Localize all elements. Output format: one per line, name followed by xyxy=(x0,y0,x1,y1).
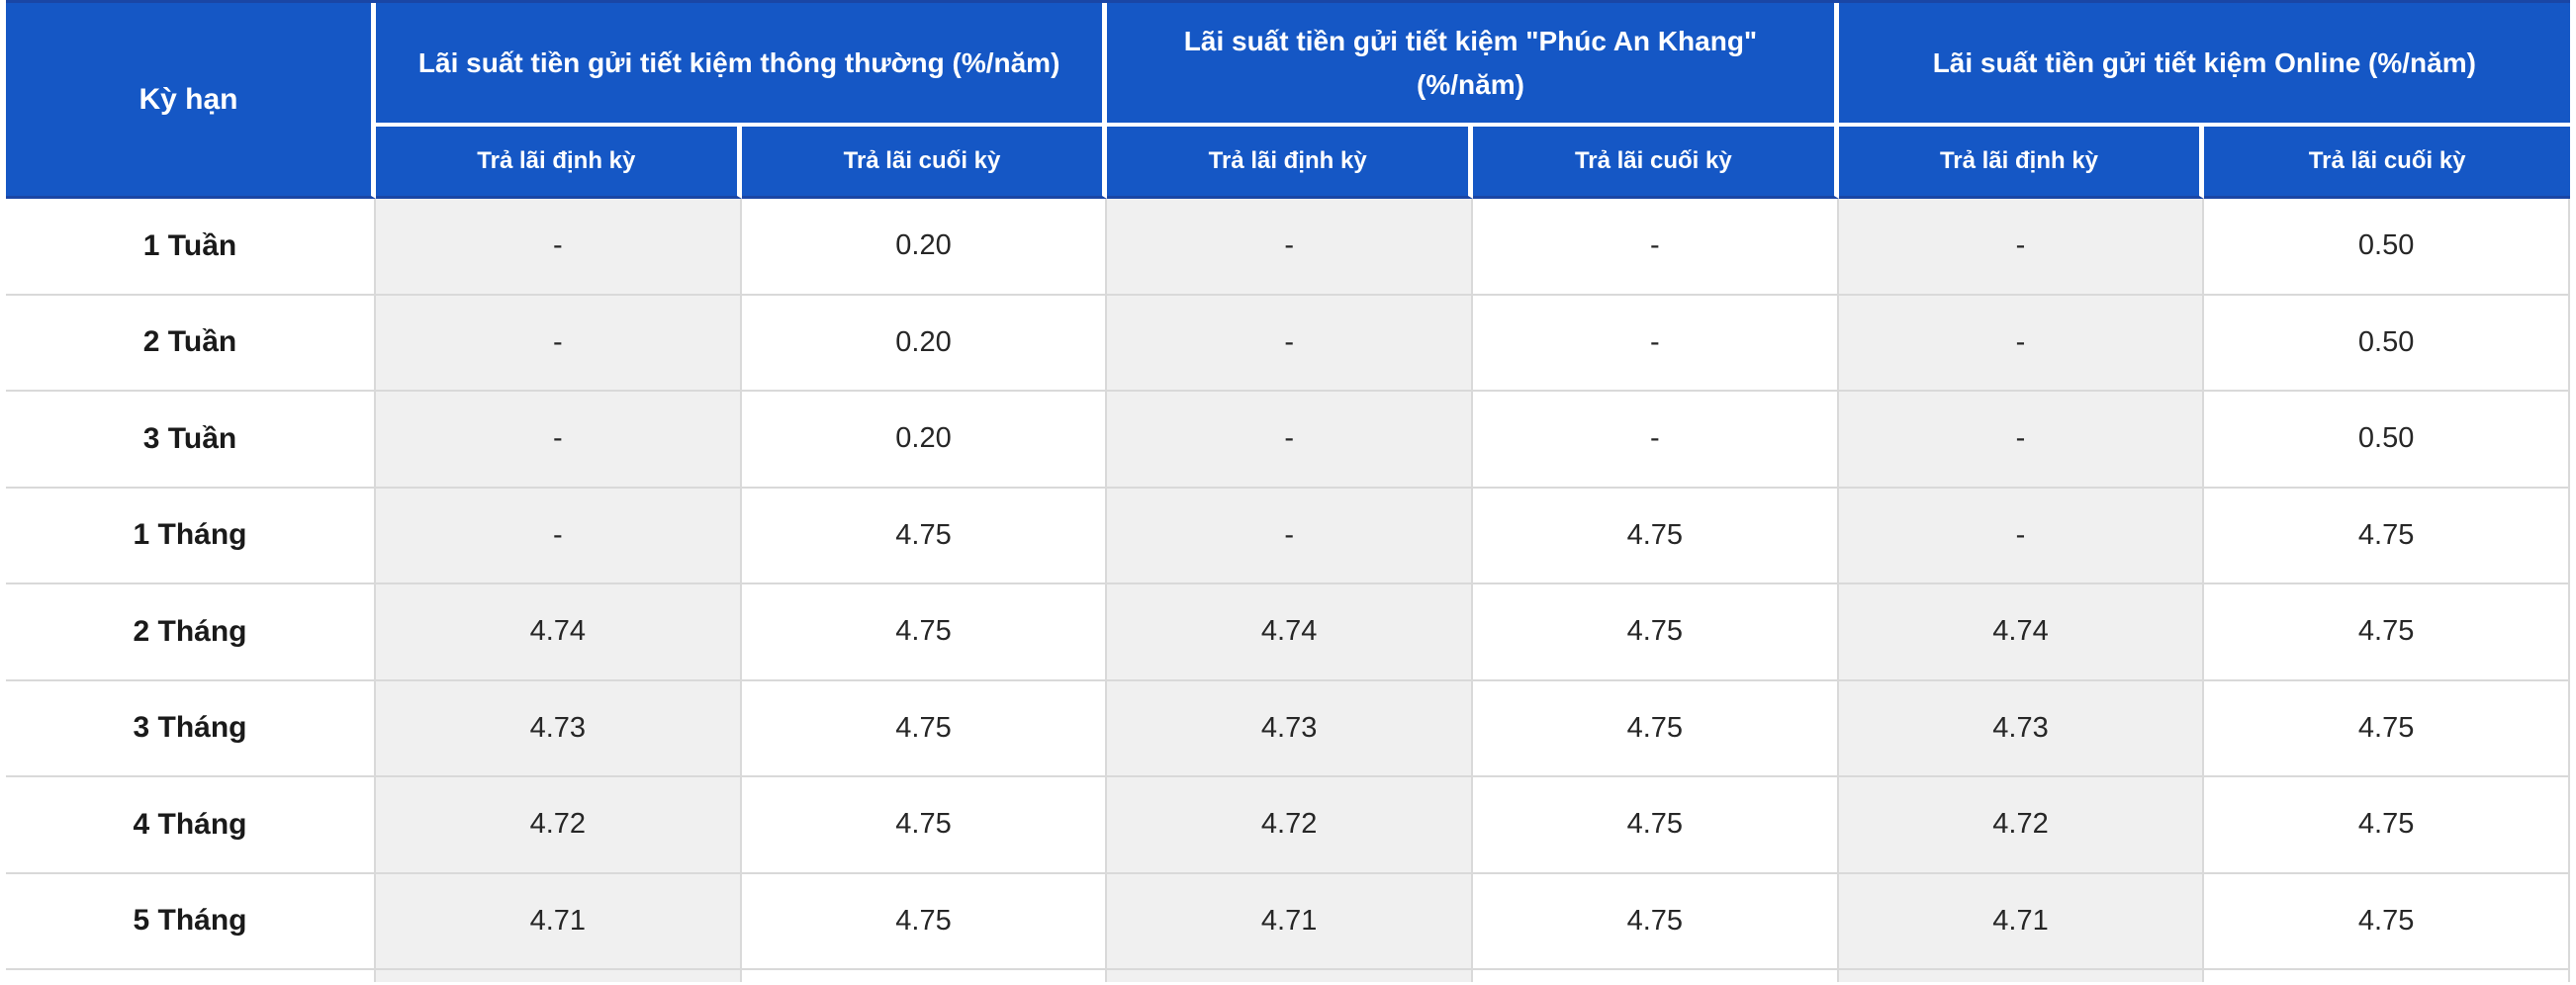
rate-cell: 4.74 xyxy=(1107,584,1473,681)
clipped-next-row-cell xyxy=(376,970,742,982)
rate-cell: - xyxy=(1107,295,1473,392)
rate-cell: 4.75 xyxy=(2204,777,2570,874)
rate-cell: - xyxy=(1838,488,2205,584)
rate-cell: 0.50 xyxy=(2204,199,2570,296)
rate-cell: 4.73 xyxy=(1838,680,2205,777)
rate-cell: - xyxy=(376,392,742,489)
rate-cell: - xyxy=(376,488,742,584)
rate-cell: 4.75 xyxy=(2204,584,2570,681)
subheader-periodic-payout: Trả lãi định kỳ xyxy=(1838,127,2205,199)
term-cell: 5 Tháng xyxy=(6,873,376,970)
term-cell: 4 Tháng xyxy=(6,777,376,874)
rate-cell: 4.75 xyxy=(1472,488,1839,584)
subheader-end-of-term-payout: Trả lãi cuối kỳ xyxy=(1472,127,1839,199)
rate-cell: 4.75 xyxy=(741,680,1108,777)
rate-cell: - xyxy=(1472,392,1839,489)
rate-cell: 0.20 xyxy=(741,295,1108,392)
rate-cell: 4.75 xyxy=(741,777,1108,874)
rate-cell: 0.20 xyxy=(741,199,1108,296)
rate-cell: 4.72 xyxy=(1107,777,1473,874)
clipped-next-row-cell xyxy=(1838,970,2205,982)
rate-cell: 4.73 xyxy=(1107,680,1473,777)
rate-cell: 4.74 xyxy=(376,584,742,681)
rate-cell: - xyxy=(376,295,742,392)
clipped-next-row-cell xyxy=(1107,970,1473,982)
rate-cell: 4.71 xyxy=(1107,873,1473,970)
rate-cell: - xyxy=(1107,392,1473,489)
subheader-periodic-payout: Trả lãi định kỳ xyxy=(376,127,742,199)
rate-cell: 4.74 xyxy=(1838,584,2205,681)
subheader-end-of-term-payout: Trả lãi cuối kỳ xyxy=(741,127,1108,199)
rate-cell: - xyxy=(1472,199,1839,296)
rate-cell: - xyxy=(1838,199,2205,296)
rate-cell: - xyxy=(376,199,742,296)
group-header-regular-savings: Lãi suất tiền gửi tiết kiệm thông thường… xyxy=(376,3,1108,127)
rate-cell: - xyxy=(1107,199,1473,296)
group-header-phuc-an-khang: Lãi suất tiền gửi tiết kiệm "Phúc An Kha… xyxy=(1107,3,1839,127)
term-cell: 1 Tháng xyxy=(6,488,376,584)
clipped-next-row-cell xyxy=(2204,970,2570,982)
rate-cell: - xyxy=(1472,295,1839,392)
term-cell: 2 Tuần xyxy=(6,295,376,392)
subheader-periodic-payout: Trả lãi định kỳ xyxy=(1107,127,1473,199)
rate-cell: 4.71 xyxy=(376,873,742,970)
rate-cell: 4.75 xyxy=(1472,777,1839,874)
group-header-online-savings: Lãi suất tiền gửi tiết kiệm Online (%/nă… xyxy=(1838,3,2570,127)
rate-cell: 4.75 xyxy=(1472,680,1839,777)
clipped-next-row-cell xyxy=(741,970,1108,982)
term-column-header: Kỳ hạn xyxy=(6,3,376,199)
rate-cell: 4.71 xyxy=(1838,873,2205,970)
term-cell: 1 Tuần xyxy=(6,199,376,296)
rate-cell: - xyxy=(1107,488,1473,584)
rate-cell: 4.75 xyxy=(741,584,1108,681)
rate-cell: 4.75 xyxy=(1472,584,1839,681)
rate-cell: - xyxy=(1838,295,2205,392)
rate-cell: 4.75 xyxy=(2204,488,2570,584)
rate-cell: - xyxy=(1838,392,2205,489)
rate-cell: 0.50 xyxy=(2204,295,2570,392)
rate-cell: 4.75 xyxy=(2204,873,2570,970)
term-cell: 3 Tháng xyxy=(6,680,376,777)
rate-cell: 4.73 xyxy=(376,680,742,777)
rate-cell: 4.72 xyxy=(376,777,742,874)
term-cell: 2 Tháng xyxy=(6,584,376,681)
clipped-next-row-cell xyxy=(6,970,376,982)
rate-cell: 4.75 xyxy=(741,873,1108,970)
rate-cell: 4.75 xyxy=(741,488,1108,584)
rate-cell: 0.50 xyxy=(2204,392,2570,489)
subheader-end-of-term-payout: Trả lãi cuối kỳ xyxy=(2204,127,2570,199)
interest-rate-table: Kỳ hạn Lãi suất tiền gửi tiết kiệm thông… xyxy=(6,0,2570,982)
rate-cell: 4.72 xyxy=(1838,777,2205,874)
term-cell: 3 Tuần xyxy=(6,392,376,489)
rate-cell: 4.75 xyxy=(1472,873,1839,970)
rate-cell: 0.20 xyxy=(741,392,1108,489)
clipped-next-row-cell xyxy=(1472,970,1839,982)
rate-cell: 4.75 xyxy=(2204,680,2570,777)
